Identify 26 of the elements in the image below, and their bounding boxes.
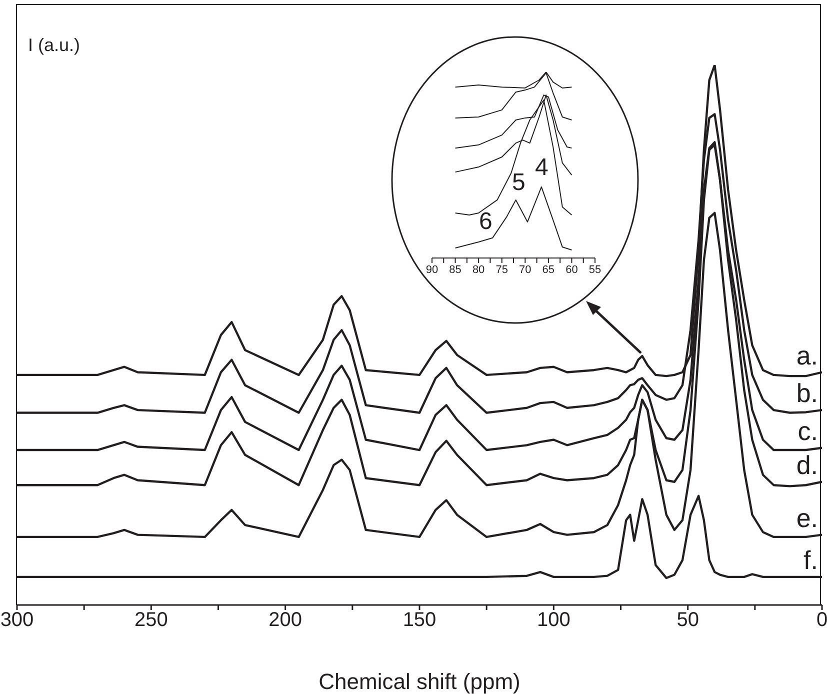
x-tick-label: 50 (676, 609, 699, 632)
y-axis-title: I (a.u.) (28, 35, 80, 56)
series-label: a. (796, 340, 818, 370)
x-tick-label: 300 (0, 609, 34, 632)
x-tick-label: 60 (566, 264, 578, 276)
x-tick-label: 55 (588, 264, 602, 276)
series-label: e. (796, 502, 818, 533)
annotation: 5 (512, 169, 526, 196)
x-axis-title: Chemical shift (ppm) (318, 669, 520, 694)
x-tick-label: 200 (268, 609, 302, 632)
annotation: 4 (535, 154, 548, 181)
x-tick-label: 90 (426, 264, 438, 276)
x-tick-label: 70 (519, 264, 532, 276)
x-tick-label: 150 (402, 609, 436, 632)
x-tick-label: 75 (496, 264, 508, 276)
x-tick-label: 100 (536, 609, 570, 632)
x-tick-label: 0 (816, 609, 827, 632)
x-tick-label: 85 (449, 264, 462, 276)
series-label: c. (798, 416, 818, 446)
series-label: d. (796, 450, 818, 480)
x-tick-label: 65 (542, 264, 555, 276)
x-tick-label: 80 (472, 264, 485, 276)
annotation: 6 (479, 208, 492, 235)
series-label: f. (804, 544, 818, 575)
series-label: b. (796, 378, 818, 408)
x-tick-label: 250 (134, 609, 168, 632)
